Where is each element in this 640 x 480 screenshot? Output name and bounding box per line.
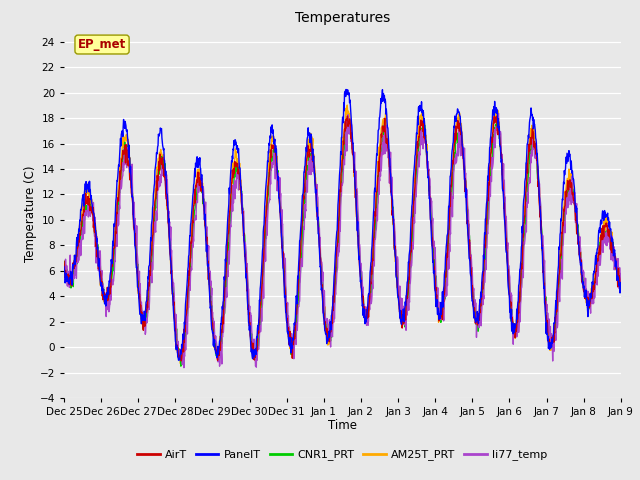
- X-axis label: Time: Time: [328, 419, 357, 432]
- Text: EP_met: EP_met: [78, 38, 126, 51]
- Title: Temperatures: Temperatures: [295, 11, 390, 25]
- Legend: AirT, PanelT, CNR1_PRT, AM25T_PRT, li77_temp: AirT, PanelT, CNR1_PRT, AM25T_PRT, li77_…: [133, 445, 552, 465]
- Y-axis label: Temperature (C): Temperature (C): [24, 165, 37, 262]
